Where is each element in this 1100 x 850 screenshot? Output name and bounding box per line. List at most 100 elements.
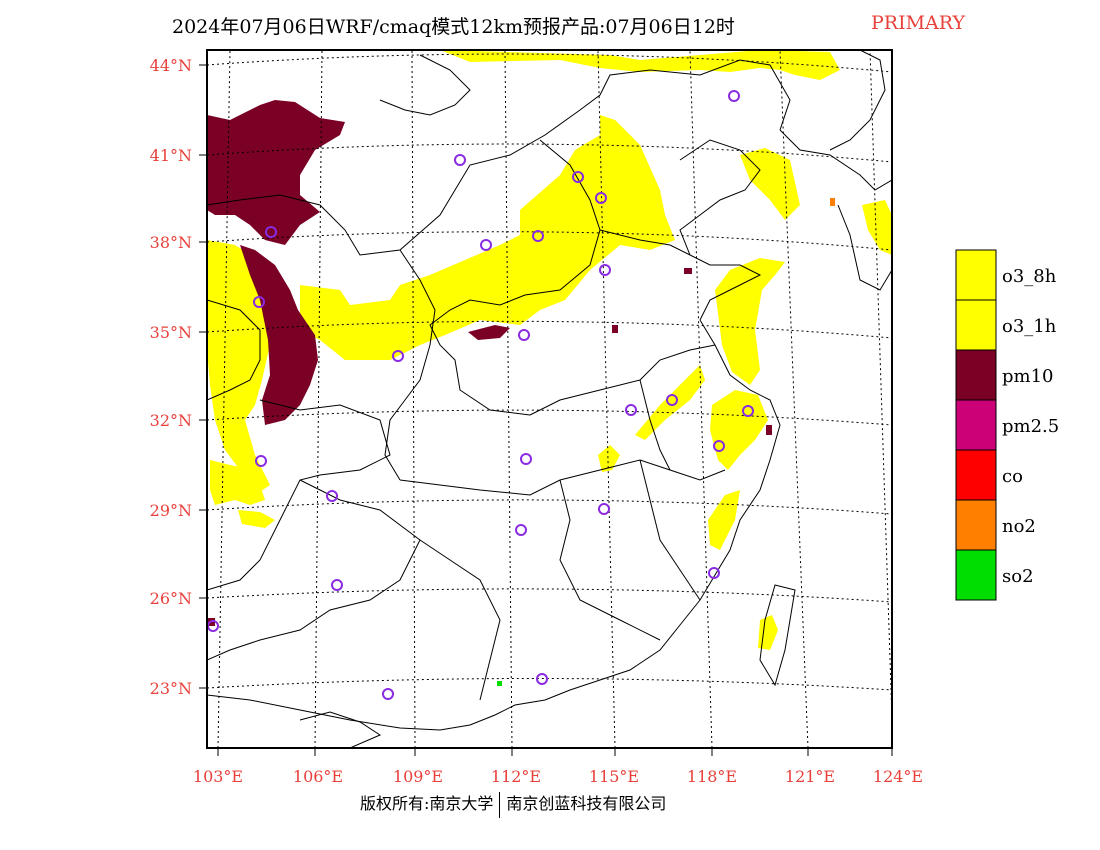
o3-area-taiwan [758, 615, 778, 650]
boundary-yunnan-guizhou [207, 479, 421, 661]
o3-area-sw-patch [238, 510, 275, 528]
lat-26 [207, 588, 892, 603]
so2-speck [497, 681, 502, 686]
station-marker[interactable] [599, 264, 611, 276]
lat-labels: 44°N 41°N 38°N 35°N 32°N 29°N 26°N 23°N [150, 56, 192, 698]
lat-32 [207, 409, 892, 426]
map-title: 2024年07月06日WRF/cmaq模式12km预报产品:07月06日12时 [172, 16, 735, 38]
lon-label: 121°E [785, 767, 835, 786]
station-markers [207, 90, 754, 700]
station-marker[interactable] [625, 404, 637, 416]
station-marker[interactable] [520, 453, 532, 465]
boundary-qinghai-gansu [207, 299, 261, 401]
station-marker[interactable] [255, 455, 267, 467]
lon-118 [689, 50, 713, 748]
lat-label: 23°N [150, 679, 192, 698]
pm10-area-gansu-band [240, 245, 318, 425]
boundary-central-south [399, 459, 726, 496]
boundary-fujian [639, 459, 701, 601]
boundary-taiwan [759, 584, 796, 687]
lat-label: 44°N [150, 56, 192, 75]
lon-label: 109°E [393, 767, 443, 786]
station-marker[interactable] [392, 350, 404, 362]
station-marker[interactable] [331, 579, 343, 591]
lon-121 [779, 50, 809, 748]
station-marker[interactable] [382, 688, 394, 700]
o3-area-southwest [210, 460, 265, 505]
legend-swatch-co [955, 449, 997, 501]
legend: o3_8h o3_1h pm10 pm2.5 co no2 so2 [955, 249, 1059, 601]
lon-103 [217, 50, 231, 748]
o3-area-anhui-strip [635, 365, 705, 440]
boundary-north-edge [379, 54, 471, 116]
station-marker[interactable] [253, 296, 265, 308]
station-marker[interactable] [536, 673, 548, 685]
lon-112 [504, 50, 513, 748]
o3-area-jiangxi-east [598, 445, 620, 472]
lon-label: 124°E [873, 767, 923, 786]
lat-label: 32°N [150, 411, 192, 430]
no2-speck [830, 198, 835, 206]
station-marker[interactable] [728, 90, 740, 102]
pm10-speck-1 [684, 268, 692, 274]
legend-swatch-pm25 [955, 399, 997, 451]
station-marker[interactable] [666, 394, 678, 406]
boundary-east-coast-ne [829, 50, 886, 151]
o3-area-west [207, 240, 275, 495]
legend-label-o3-1h: o3_1h [1002, 316, 1057, 337]
boundaries [207, 50, 892, 748]
legend-label-co: co [1002, 466, 1023, 487]
footer: 版权所有:南京大学 南京创蓝科技有限公司 [360, 790, 666, 818]
legend-swatch-o3-8h [955, 249, 997, 301]
station-marker[interactable] [518, 329, 530, 341]
o3-area-korea-east [862, 200, 892, 255]
station-marker[interactable] [515, 524, 527, 536]
lat-label: 26°N [150, 589, 192, 608]
station-marker[interactable] [595, 192, 607, 204]
lat-label: 35°N [150, 323, 192, 342]
boundary-inner-mongolia [207, 59, 791, 256]
lon-109 [411, 50, 416, 748]
pm10-area-henan-patch [468, 325, 510, 340]
legend-label-pm25: pm2.5 [1002, 416, 1059, 437]
station-marker[interactable] [532, 230, 544, 242]
station-marker[interactable] [598, 503, 610, 515]
footer-separator [499, 791, 501, 818]
station-marker[interactable] [454, 154, 466, 166]
lon-115 [597, 50, 616, 748]
pm10-areas [207, 100, 772, 626]
footer-company: 南京创蓝科技有限公司 [506, 794, 667, 813]
lat-label: 41°N [150, 146, 192, 165]
legend-swatch-so2 [955, 549, 997, 601]
legend-swatch-no2 [955, 499, 997, 551]
lon-label: 106°E [293, 767, 343, 786]
station-marker[interactable] [572, 171, 584, 183]
legend-label-o3-8h: o3_8h [1002, 266, 1057, 287]
pm10-speck-2 [612, 325, 618, 333]
boundary-guangxi-guangdong [419, 539, 501, 701]
primary-tag: PRIMARY [871, 12, 966, 34]
lat-axis [199, 64, 207, 689]
legend-label-so2: so2 [1002, 566, 1034, 587]
boundary-bohai [679, 139, 762, 321]
map-content [207, 50, 892, 748]
lon-label: 118°E [687, 767, 737, 786]
o3-area-fujian-coast [708, 490, 740, 550]
station-marker[interactable] [326, 490, 338, 502]
boundary-coast-east [207, 319, 781, 731]
lon-124 [869, 50, 892, 721]
legend-swatch-pm10 [955, 349, 997, 401]
station-marker[interactable] [480, 239, 492, 251]
station-marker[interactable] [742, 405, 754, 417]
lon-label: 112°E [491, 767, 541, 786]
lat-label: 38°N [150, 233, 192, 252]
station-marker[interactable] [708, 567, 720, 579]
o3-area-north-china [300, 115, 675, 360]
lat-23 [207, 677, 892, 691]
lon-label: 103°E [193, 767, 243, 786]
station-marker[interactable] [713, 440, 725, 452]
lat-label: 29°N [150, 501, 192, 520]
o3-area-yangtze-delta [710, 390, 768, 470]
station-marker[interactable] [265, 226, 277, 238]
